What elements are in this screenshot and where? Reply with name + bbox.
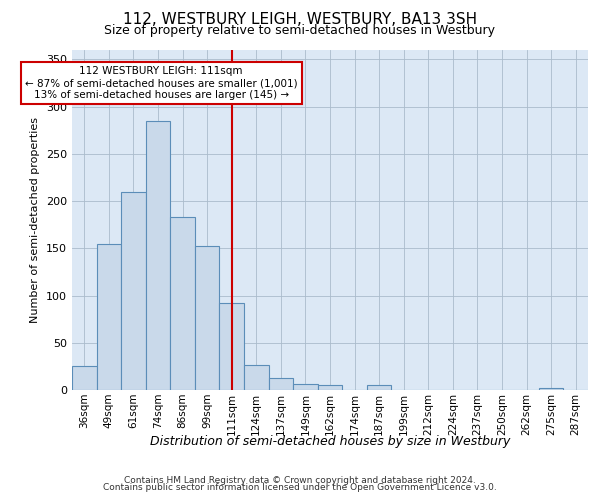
Bar [269,378,293,390]
Bar [195,246,220,390]
Text: 112, WESTBURY LEIGH, WESTBURY, BA13 3SH: 112, WESTBURY LEIGH, WESTBURY, BA13 3SH [123,12,477,28]
Bar [72,366,97,390]
Bar [244,364,269,390]
Bar [146,121,170,390]
Y-axis label: Number of semi-detached properties: Number of semi-detached properties [31,117,40,323]
Text: Contains HM Land Registry data © Crown copyright and database right 2024.: Contains HM Land Registry data © Crown c… [124,476,476,485]
Bar [220,303,244,390]
Bar [97,244,121,390]
Bar [170,217,195,390]
Text: 112 WESTBURY LEIGH: 111sqm
← 87% of semi-detached houses are smaller (1,001)
13%: 112 WESTBURY LEIGH: 111sqm ← 87% of semi… [25,66,298,100]
Bar [293,384,318,390]
Text: Size of property relative to semi-detached houses in Westbury: Size of property relative to semi-detach… [104,24,496,37]
Text: Contains public sector information licensed under the Open Government Licence v3: Contains public sector information licen… [103,484,497,492]
Bar [539,388,563,390]
Text: Distribution of semi-detached houses by size in Westbury: Distribution of semi-detached houses by … [150,434,510,448]
Bar [318,386,342,390]
Bar [121,192,146,390]
Bar [367,386,391,390]
